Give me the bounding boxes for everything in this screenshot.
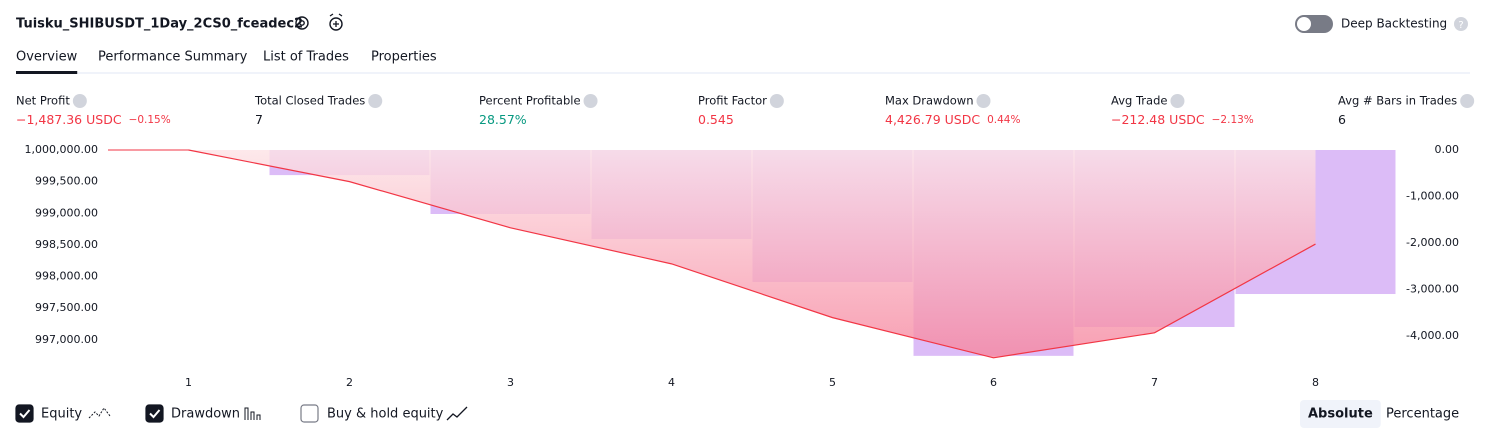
equity-checkbox[interactable] bbox=[15, 404, 34, 423]
metric-value-text: −1,487.36 USDC bbox=[16, 112, 122, 127]
metric-value-text: 7 bbox=[255, 112, 263, 127]
y2-tick-label: -1,000.00 bbox=[1406, 190, 1459, 203]
metric-value: −1,487.36 USDC −0.15% bbox=[16, 112, 171, 127]
metric-value: 6 bbox=[1338, 112, 1346, 127]
active-mode-bg bbox=[1300, 400, 1381, 428]
metric-label: Net Profit bbox=[16, 94, 70, 108]
x-tick-label: 5 bbox=[829, 376, 836, 389]
drawdown-checkbox[interactable] bbox=[145, 404, 164, 423]
strategy-title: Tuisku_SHIBUSDT_1Day_2CS0_fceadec2 bbox=[16, 17, 303, 32]
mode-label[interactable]: Absolute bbox=[1308, 407, 1373, 422]
checkmark bbox=[149, 409, 161, 419]
info-icon[interactable] bbox=[1170, 94, 1185, 108]
equity-area bbox=[188, 150, 1316, 358]
equity-line bbox=[188, 149, 1316, 359]
x-tick-label: 8 bbox=[1312, 376, 1319, 389]
metric-label: Profit Factor bbox=[698, 94, 767, 108]
info-icon[interactable] bbox=[1460, 94, 1475, 108]
metric-value: −212.48 USDC −2.13% bbox=[1111, 112, 1254, 127]
alert-icon[interactable] bbox=[329, 13, 343, 31]
y-tick-label: 998,500.00 bbox=[35, 238, 98, 251]
metric-value: 7 bbox=[255, 112, 263, 127]
drawdown-icon bbox=[244, 407, 261, 420]
metric-value-text: −212.48 USDC bbox=[1111, 112, 1205, 127]
buy-hold-icon bbox=[446, 406, 468, 421]
metric-label: Total Closed Trades bbox=[254, 94, 365, 108]
svg-text:?: ? bbox=[1458, 20, 1463, 31]
metric-label: Percent Profitable bbox=[479, 94, 581, 108]
active-tab-underline bbox=[16, 71, 78, 74]
tab-divider bbox=[16, 72, 1470, 74]
metric-label: Max Drawdown bbox=[885, 94, 974, 108]
legend-label: Equity bbox=[41, 407, 82, 422]
y2-tick-label: 0.00 bbox=[1435, 143, 1460, 156]
tab[interactable]: Overview bbox=[16, 50, 78, 65]
deep-backtesting-toggle[interactable] bbox=[1295, 15, 1333, 33]
metric-label: Avg # Bars in Trades bbox=[1338, 94, 1457, 108]
mode-label[interactable]: Percentage bbox=[1386, 407, 1459, 422]
tab[interactable]: Performance Summary bbox=[98, 50, 248, 65]
info-icon[interactable] bbox=[769, 94, 784, 108]
y-tick-label: 997,500.00 bbox=[35, 301, 98, 314]
metric-value-text: 0.545 bbox=[698, 112, 734, 127]
info-icon[interactable] bbox=[583, 94, 598, 108]
metric-value-text: 28.57% bbox=[479, 112, 527, 127]
x-tick-label: 4 bbox=[668, 376, 675, 389]
x-tick-label: 6 bbox=[990, 376, 997, 389]
legend-label: Buy & hold equity bbox=[327, 407, 444, 422]
y2-tick-label: -3,000.00 bbox=[1406, 283, 1459, 296]
info-icon[interactable] bbox=[976, 94, 991, 108]
tab[interactable]: List of Trades bbox=[263, 50, 349, 65]
metric-percent: 0.44% bbox=[987, 114, 1020, 126]
legend-label: Drawdown bbox=[171, 407, 240, 422]
y2-tick-label: -4,000.00 bbox=[1406, 329, 1459, 342]
y-tick-label: 999,500.00 bbox=[35, 175, 98, 188]
y-tick-label: 998,000.00 bbox=[35, 270, 98, 283]
metric-percent: −2.13% bbox=[1212, 114, 1254, 126]
toggle-label: Deep Backtesting bbox=[1341, 17, 1447, 31]
metric-value: 4,426.79 USDC 0.44% bbox=[885, 112, 1020, 127]
y-tick-label: 1,000,000.00 bbox=[25, 143, 98, 156]
x-tick-label: 7 bbox=[1151, 376, 1158, 389]
metric-value: 28.57% bbox=[479, 112, 527, 127]
info-icon[interactable] bbox=[368, 94, 383, 108]
metric-value-text: 6 bbox=[1338, 112, 1346, 127]
metric-label: Avg Trade bbox=[1111, 94, 1167, 108]
y-tick-label: 997,000.00 bbox=[35, 333, 98, 346]
checkmark bbox=[19, 409, 31, 419]
x-tick-label: 2 bbox=[346, 376, 353, 389]
y-tick-label: 999,000.00 bbox=[35, 206, 98, 219]
tab[interactable]: Properties bbox=[371, 50, 437, 65]
x-tick-label: 3 bbox=[507, 376, 514, 389]
buy-hold-checkbox[interactable] bbox=[300, 404, 319, 423]
metric-value-text: 4,426.79 USDC bbox=[885, 112, 980, 127]
info-icon[interactable] bbox=[72, 94, 87, 108]
help-icon[interactable]: ? bbox=[1454, 17, 1468, 31]
x-tick-label: 1 bbox=[185, 376, 192, 389]
equity-icon bbox=[88, 407, 111, 419]
metric-value: 0.545 bbox=[698, 112, 734, 127]
toggle-knob bbox=[1297, 17, 1311, 31]
y2-tick-label: -2,000.00 bbox=[1406, 236, 1459, 249]
settings-icon[interactable] bbox=[295, 16, 309, 30]
metric-percent: −0.15% bbox=[129, 114, 171, 126]
